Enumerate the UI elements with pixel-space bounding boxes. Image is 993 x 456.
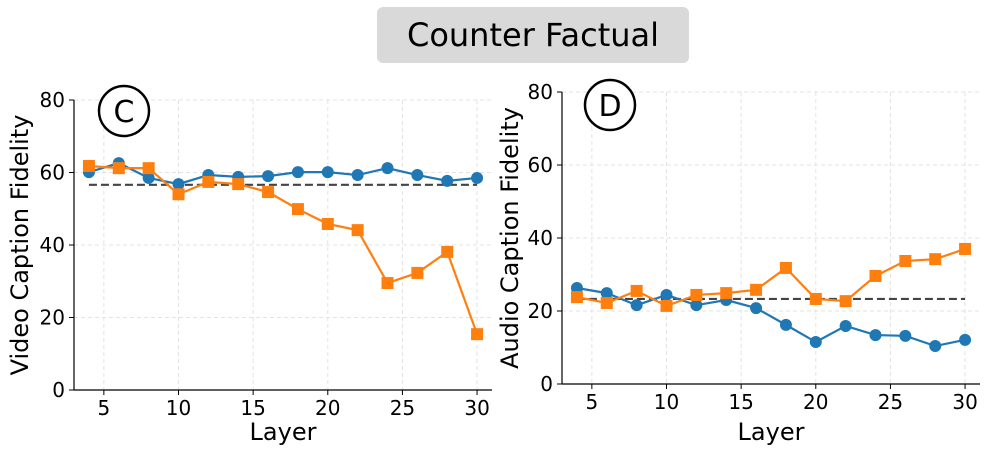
panel-d: 5 10 15 20 25 30 0 20 40 60 80 Layer Audio Caption F… <box>496 78 980 446</box>
data-point <box>172 188 185 201</box>
data-point <box>660 299 673 312</box>
y-axis-label: Audio Caption Fidelity <box>496 107 524 369</box>
data-point <box>839 319 852 332</box>
x-tick-label: 25 <box>878 390 903 414</box>
y-tick-label: 80 <box>40 88 65 112</box>
data-point <box>381 162 394 175</box>
x-tick-label: 15 <box>240 396 265 420</box>
data-point <box>291 166 304 179</box>
data-point <box>142 171 155 184</box>
x-tick-label: 20 <box>315 396 340 420</box>
data-point <box>899 329 912 342</box>
panel-label: C <box>114 95 135 130</box>
data-point <box>262 170 275 183</box>
data-point <box>779 318 792 331</box>
figure-title: Counter Factual <box>377 7 689 63</box>
y-tick-label: 0 <box>52 378 65 402</box>
data-point <box>82 159 95 172</box>
data-point <box>262 186 275 199</box>
data-point <box>600 287 613 300</box>
data-point <box>630 284 643 297</box>
data-point <box>720 287 733 300</box>
x-axis-label: Layer <box>738 418 805 446</box>
x-tick-label: 30 <box>952 390 977 414</box>
data-point <box>750 283 763 296</box>
data-point <box>411 266 424 279</box>
y-tick-label: 60 <box>40 161 65 185</box>
data-point <box>690 288 703 301</box>
panel-label-circle <box>583 78 637 132</box>
data-point <box>750 302 763 315</box>
data-point <box>570 291 583 304</box>
data-point <box>112 162 125 175</box>
panel-label: D <box>598 89 621 124</box>
data-point <box>172 178 185 191</box>
y-tick-label: 40 <box>528 226 553 250</box>
data-point <box>630 299 643 312</box>
y-tick-label: 60 <box>528 153 553 177</box>
data-point <box>929 340 942 353</box>
data-point <box>142 162 155 175</box>
data-point <box>869 329 882 342</box>
data-point <box>411 169 424 182</box>
data-point <box>869 269 882 282</box>
y-tick-label: 0 <box>540 372 553 396</box>
data-point <box>471 171 484 184</box>
data-point <box>929 253 942 266</box>
x-tick-label: 10 <box>166 396 191 420</box>
data-point <box>570 282 583 295</box>
y-tick-label: 20 <box>40 306 65 330</box>
data-point <box>660 288 673 301</box>
data-point <box>351 169 364 182</box>
panel-c: 5 10 15 20 25 30 0 20 40 60 80 Layer Video Caption F… <box>6 84 492 446</box>
x-tick-label: 10 <box>654 390 679 414</box>
data-point <box>232 178 245 191</box>
data-point <box>321 217 334 230</box>
data-point <box>441 245 454 258</box>
data-point <box>899 254 912 267</box>
x-tick-label: 30 <box>464 396 489 420</box>
x-tick-label: 20 <box>803 390 828 414</box>
data-point <box>441 174 454 187</box>
panel-label-circle <box>97 84 151 138</box>
series-line-square <box>88 164 479 335</box>
x-axis-label: Layer <box>250 418 317 446</box>
data-point <box>202 175 215 188</box>
y-axis-label: Video Caption Fidelity <box>6 115 34 376</box>
y-tick-label: 80 <box>528 80 553 104</box>
data-point <box>809 336 822 349</box>
x-tick-label: 5 <box>97 396 110 420</box>
data-point <box>321 166 334 179</box>
y-tick-label: 20 <box>528 299 553 323</box>
data-point <box>351 224 364 237</box>
data-point <box>690 299 703 312</box>
data-point <box>839 295 852 308</box>
data-point <box>959 333 972 346</box>
x-tick-label: 25 <box>390 396 415 420</box>
data-point <box>291 203 304 216</box>
data-point <box>779 261 792 274</box>
data-point <box>600 296 613 309</box>
data-point <box>959 242 972 255</box>
data-point <box>471 328 484 341</box>
x-tick-label: 15 <box>728 390 753 414</box>
x-tick-label: 5 <box>585 390 598 414</box>
data-point <box>809 292 822 305</box>
data-point <box>381 277 394 290</box>
y-tick-label: 40 <box>40 233 65 257</box>
